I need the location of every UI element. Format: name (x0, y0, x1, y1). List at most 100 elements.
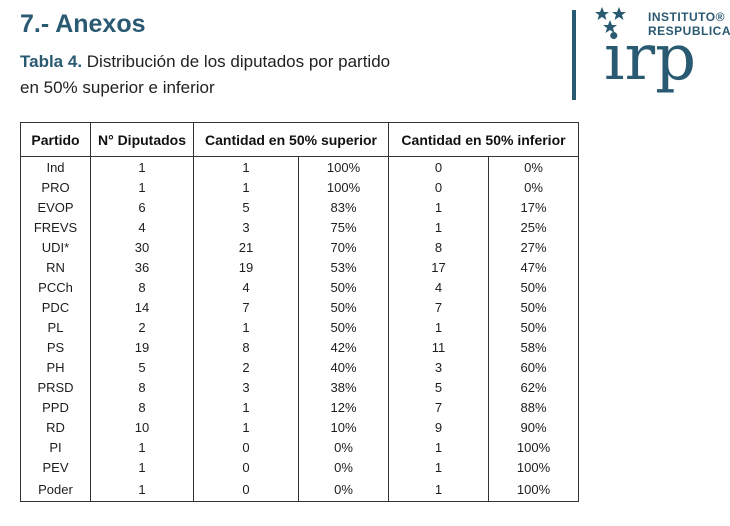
cell-partido: RN (20, 257, 91, 277)
deputies-table: Partido N° Diputados Cantidad en 50% sup… (20, 122, 579, 502)
cell-partido: Ind (20, 156, 91, 177)
cell-inferior-count: 1 (388, 197, 489, 217)
cell-superior-count: 0 (193, 457, 299, 477)
cell-superior-count: 1 (193, 397, 299, 417)
cell-diputados: 1 (90, 437, 194, 457)
cell-partido: PRO (20, 177, 91, 197)
cell-superior-count: 7 (193, 297, 299, 317)
cell-inferior-pct: 47% (488, 257, 579, 277)
cell-superior-count: 1 (193, 317, 299, 337)
cell-inferior-pct: 60% (488, 357, 579, 377)
cell-inferior-pct: 62% (488, 377, 579, 397)
cell-superior-pct: 100% (298, 177, 389, 197)
cell-partido: PS (20, 337, 91, 357)
cell-superior-pct: 38% (298, 377, 389, 397)
table-row: Poder 1 0 0% 1 100% (20, 477, 579, 502)
cell-superior-count: 3 (193, 377, 299, 397)
cell-superior-pct: 0% (298, 437, 389, 457)
cell-superior-count: 19 (193, 257, 299, 277)
cell-superior-count: 0 (193, 477, 299, 502)
cell-inferior-count: 0 (388, 156, 489, 177)
cell-superior-pct: 50% (298, 277, 389, 297)
cell-superior-count: 1 (193, 177, 299, 197)
logo-divider (572, 10, 576, 100)
cell-superior-count: 3 (193, 217, 299, 237)
cell-inferior-count: 7 (388, 297, 489, 317)
cell-superior-count: 1 (193, 417, 299, 437)
cell-partido: PI (20, 437, 91, 457)
cell-superior-pct: 53% (298, 257, 389, 277)
cell-partido: RD (20, 417, 91, 437)
table-row: PRSD 8 3 38% 5 62% (20, 377, 579, 397)
cell-partido: PEV (20, 457, 91, 477)
cell-partido: FREVS (20, 217, 91, 237)
header-inferior: Cantidad en 50% inferior (388, 122, 579, 157)
cell-diputados: 19 (90, 337, 194, 357)
cell-diputados: 30 (90, 237, 194, 257)
cell-inferior-pct: 17% (488, 197, 579, 217)
cell-diputados: 8 (90, 277, 194, 297)
cell-superior-pct: 100% (298, 156, 389, 177)
table-row: PRO 1 1 100% 0 0% (20, 177, 579, 197)
cell-inferior-count: 1 (388, 437, 489, 457)
cell-superior-pct: 10% (298, 417, 389, 437)
cell-diputados: 14 (90, 297, 194, 317)
logo-mark: irp (604, 21, 697, 95)
cell-superior-pct: 42% (298, 337, 389, 357)
cell-inferior-count: 1 (388, 457, 489, 477)
cell-superior-pct: 50% (298, 317, 389, 337)
cell-diputados: 1 (90, 477, 194, 502)
table-row: PDC 14 7 50% 7 50% (20, 297, 579, 317)
cell-inferior-count: 1 (388, 217, 489, 237)
cell-superior-pct: 12% (298, 397, 389, 417)
cell-diputados: 10 (90, 417, 194, 437)
cell-inferior-pct: 0% (488, 177, 579, 197)
cell-partido: PDC (20, 297, 91, 317)
cell-superior-count: 4 (193, 277, 299, 297)
cell-inferior-pct: 90% (488, 417, 579, 437)
cell-partido: PPD (20, 397, 91, 417)
cell-inferior-pct: 100% (488, 457, 579, 477)
cell-partido: PRSD (20, 377, 91, 397)
cell-superior-count: 1 (193, 156, 299, 177)
cell-inferior-count: 5 (388, 377, 489, 397)
logo-text-instituto: INSTITUTO® (648, 10, 725, 24)
header-superior: Cantidad en 50% superior (193, 122, 389, 157)
cell-superior-count: 5 (193, 197, 299, 217)
header-partido: Partido (20, 122, 91, 157)
table-row: PI 1 0 0% 1 100% (20, 437, 579, 457)
cell-inferior-count: 0 (388, 177, 489, 197)
cell-diputados: 8 (90, 377, 194, 397)
cell-inferior-count: 9 (388, 417, 489, 437)
table-row: PCCh 8 4 50% 4 50% (20, 277, 579, 297)
cell-superior-pct: 40% (298, 357, 389, 377)
table-caption-text-line2: en 50% superior e inferior (20, 78, 215, 97)
cell-inferior-count: 1 (388, 477, 489, 502)
cell-inferior-count: 3 (388, 357, 489, 377)
cell-inferior-count: 4 (388, 277, 489, 297)
cell-diputados: 1 (90, 457, 194, 477)
cell-inferior-count: 8 (388, 237, 489, 257)
cell-superior-pct: 0% (298, 477, 389, 502)
cell-diputados: 1 (90, 177, 194, 197)
cell-inferior-pct: 25% (488, 217, 579, 237)
cell-superior-pct: 50% (298, 297, 389, 317)
cell-superior-pct: 75% (298, 217, 389, 237)
cell-partido: PH (20, 357, 91, 377)
table-row: EVOP 6 5 83% 1 17% (20, 197, 579, 217)
table-row: PH 5 2 40% 3 60% (20, 357, 579, 377)
cell-superior-count: 21 (193, 237, 299, 257)
cell-inferior-pct: 58% (488, 337, 579, 357)
cell-diputados: 8 (90, 397, 194, 417)
cell-inferior-count: 7 (388, 397, 489, 417)
table-row: FREVS 4 3 75% 1 25% (20, 217, 579, 237)
cell-inferior-pct: 50% (488, 277, 579, 297)
cell-diputados: 2 (90, 317, 194, 337)
cell-inferior-pct: 27% (488, 237, 579, 257)
table-row: Ind 1 1 100% 0 0% (20, 156, 579, 177)
cell-superior-pct: 70% (298, 237, 389, 257)
cell-superior-count: 8 (193, 337, 299, 357)
cell-superior-count: 0 (193, 437, 299, 457)
cell-inferior-pct: 100% (488, 437, 579, 457)
header-n-diputados: N° Diputados (90, 122, 194, 157)
